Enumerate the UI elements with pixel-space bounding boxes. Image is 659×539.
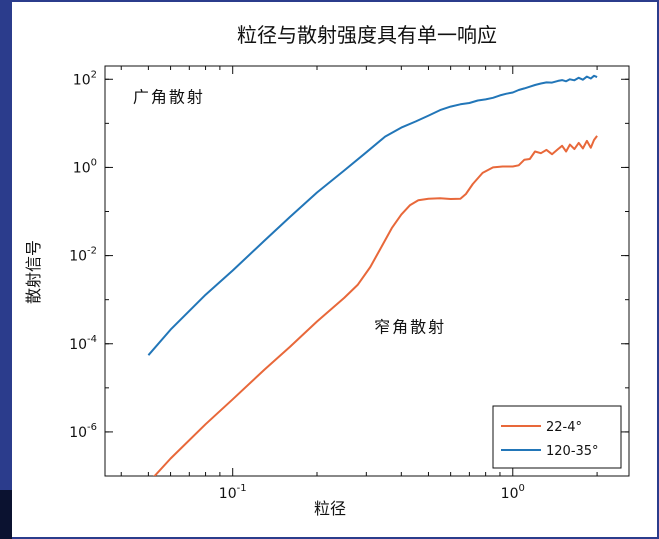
chart-panel: 粒径与散射强度具有单一响应 粒径 散射信号 10-1 100 102 100 10-2 1…	[12, 2, 657, 537]
y-tick-label: 10-2	[69, 246, 97, 265]
background-shadow	[0, 490, 12, 539]
plot-frame	[104, 65, 630, 477]
series-line-orange	[153, 135, 598, 476]
legend-box	[492, 405, 622, 469]
y-tick-label: 10-6	[69, 422, 97, 441]
y-tick-label: 102	[73, 69, 97, 88]
y-axis-label: 散射信号	[24, 240, 43, 304]
y-tick-label: 100	[73, 157, 97, 176]
y-tick-label: 10-4	[69, 334, 97, 353]
series-line-blue	[147, 74, 598, 356]
legend-label: 120-35°	[546, 444, 599, 459]
x-tick-label: 100	[501, 483, 525, 502]
annotation-narrow-angle: 窄角散射	[374, 318, 446, 337]
legend-label: 22-4°	[546, 420, 582, 435]
x-axis-label: 粒径	[314, 499, 346, 518]
annotation-wide-angle: 广角散射	[133, 87, 205, 106]
chart: 粒径与散射强度具有单一响应 粒径 散射信号 10-1 100 102 100 10-2 1…	[24, 23, 630, 518]
x-tick-label: 10-1	[219, 483, 247, 502]
chart-title: 粒径与散射强度具有单一响应	[237, 23, 497, 47]
